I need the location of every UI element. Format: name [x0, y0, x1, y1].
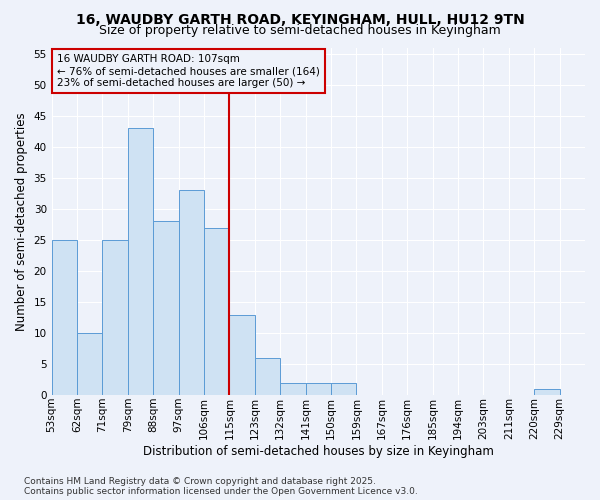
Text: Size of property relative to semi-detached houses in Keyingham: Size of property relative to semi-detach…	[99, 24, 501, 37]
Text: 16 WAUDBY GARTH ROAD: 107sqm
← 76% of semi-detached houses are smaller (164)
23%: 16 WAUDBY GARTH ROAD: 107sqm ← 76% of se…	[57, 54, 320, 88]
Bar	[103, 240, 128, 396]
Bar	[179, 190, 204, 396]
Bar	[305, 383, 331, 396]
Bar	[128, 128, 153, 396]
Bar	[280, 383, 305, 396]
Y-axis label: Number of semi-detached properties: Number of semi-detached properties	[15, 112, 28, 331]
Bar	[153, 222, 179, 396]
Bar	[229, 314, 255, 396]
Bar	[77, 334, 103, 396]
X-axis label: Distribution of semi-detached houses by size in Keyingham: Distribution of semi-detached houses by …	[143, 444, 494, 458]
Bar	[255, 358, 280, 396]
Bar	[204, 228, 229, 396]
Bar	[534, 389, 560, 396]
Text: Contains HM Land Registry data © Crown copyright and database right 2025.
Contai: Contains HM Land Registry data © Crown c…	[24, 476, 418, 496]
Bar	[52, 240, 77, 396]
Text: 16, WAUDBY GARTH ROAD, KEYINGHAM, HULL, HU12 9TN: 16, WAUDBY GARTH ROAD, KEYINGHAM, HULL, …	[76, 12, 524, 26]
Bar	[331, 383, 356, 396]
